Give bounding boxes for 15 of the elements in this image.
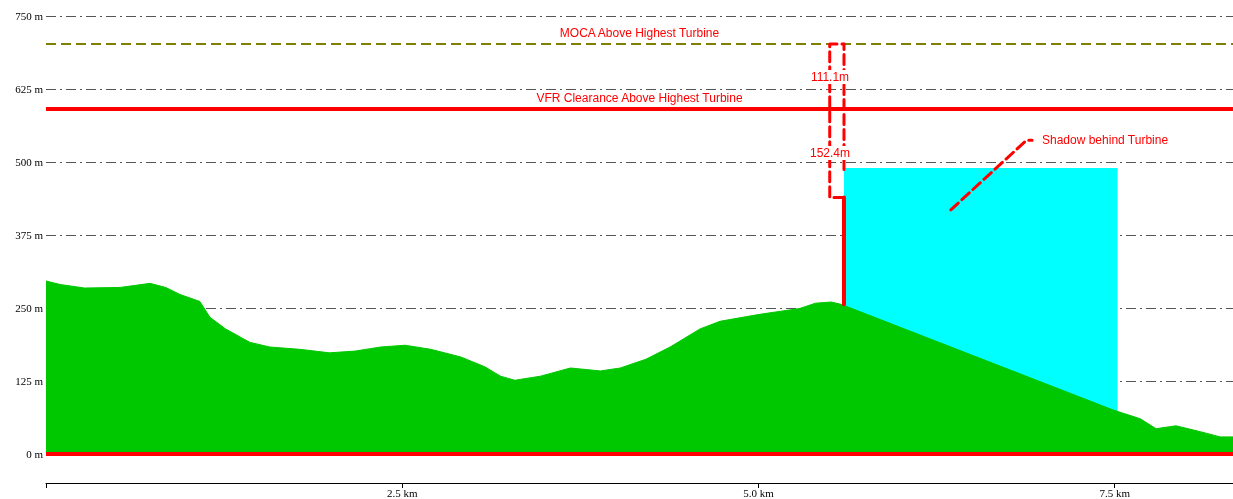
y-tick-label: 500 m [15,155,44,168]
y-tick-label: 0 m [26,447,44,460]
y-tick-label: 250 m [15,301,44,314]
y-tick-label: 125 m [15,374,44,387]
x-tick-label: 7.5 km [1099,486,1131,499]
annotation: 111.1m [810,70,850,84]
y-tick-label: 750 m [15,10,44,22]
ref-line-label: MOCA Above Highest Turbine [559,26,720,41]
ref-line-label: VFR Clearance Above Highest Turbine [536,90,743,105]
y-tick-label: 625 m [15,82,44,95]
y-tick-label: 375 m [15,228,44,241]
annotation: Shadow behind Turbine [1042,133,1169,147]
x-tick-label: 2.5 km [386,486,418,499]
x-tick-label: 5.0 km [743,486,775,499]
annotation: 152.4m [809,146,851,160]
